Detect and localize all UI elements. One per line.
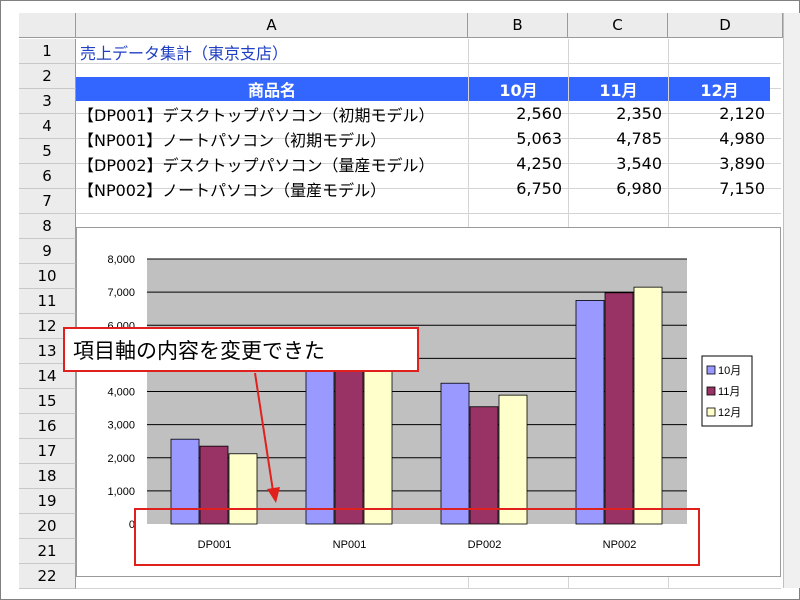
grid-row-line [76, 113, 781, 114]
row-header-7[interactable]: 7 [19, 189, 76, 214]
row-header-19[interactable]: 19 [19, 489, 76, 514]
product-name-cell[interactable]: 【DP001】デスクトップパソコン（初期モデル） [78, 105, 435, 125]
row-header-6[interactable]: 6 [19, 164, 76, 189]
y-tick-label: 4,000 [107, 387, 135, 399]
row-header-2[interactable]: 2 [19, 64, 76, 89]
value-cell[interactable]: 2,120 [719, 104, 765, 123]
product-name-cell[interactable]: 【NP001】ノートパソコン（初期モデル） [78, 130, 387, 150]
grid-row-line [76, 188, 781, 189]
y-tick-label: 2,000 [107, 453, 135, 465]
bar-NP001-11月 [334, 365, 364, 525]
y-tick-label: 7,000 [107, 287, 135, 299]
header-row-bg-b [469, 77, 568, 101]
value-cell[interactable]: 2,560 [516, 104, 562, 123]
row-header-22[interactable]: 22 [19, 564, 76, 589]
value-cell[interactable]: 6,750 [516, 179, 562, 198]
value-cell[interactable]: 5,063 [516, 129, 562, 148]
x-tick-label: DP002 [468, 539, 502, 551]
annotation-arrow-head [267, 487, 280, 503]
value-cell[interactable]: 2,350 [616, 104, 662, 123]
grid-row-line [76, 163, 781, 164]
legend-swatch [706, 386, 716, 396]
bar-NP002-12月 [633, 286, 663, 525]
row-header-4[interactable]: 4 [19, 114, 76, 139]
x-tick-label: NP002 [603, 539, 637, 551]
row-header-1[interactable]: 1 [19, 39, 76, 64]
bar-DP001-12月 [228, 453, 258, 525]
column-header-b[interactable]: B [468, 13, 568, 38]
row-header-3[interactable]: 3 [19, 89, 76, 114]
header-row-bg-a [76, 77, 468, 101]
row-header-17[interactable]: 17 [19, 439, 76, 464]
row-header-16[interactable]: 16 [19, 414, 76, 439]
row-header-10[interactable]: 10 [19, 264, 76, 289]
bar-DP001-11月 [199, 445, 229, 525]
bar-DP002-11月 [469, 406, 499, 525]
value-cell[interactable]: 7,150 [719, 179, 765, 198]
row-header-15[interactable]: 15 [19, 389, 76, 414]
grid-row-line [76, 213, 781, 214]
chart-canvas: 8,0007,0006,0005,0004,0003,0002,0001,000… [107, 254, 753, 551]
bar-DP002-10月 [440, 382, 470, 525]
header-oct[interactable]: 10月 [499, 81, 538, 100]
header-nov[interactable]: 11月 [599, 81, 638, 100]
row-header-11[interactable]: 11 [19, 289, 76, 314]
grid-row-line [76, 138, 781, 139]
column-header-c[interactable]: C [568, 13, 668, 38]
bar-NP002-11月 [604, 292, 634, 525]
row-header-9[interactable]: 9 [19, 239, 76, 264]
legend-label: 11月 [718, 386, 740, 398]
grid-row-line [76, 588, 781, 589]
header-row-bg-d [669, 77, 770, 101]
vertical-scrollbar[interactable] [783, 13, 800, 588]
x-tick-label: DP001 [198, 539, 232, 551]
legend-swatch [706, 365, 716, 375]
product-name-cell[interactable]: 【DP002】デスクトップパソコン（量産モデル） [78, 155, 435, 175]
bar-NP001-12月 [363, 358, 393, 525]
value-cell[interactable]: 3,540 [616, 154, 662, 173]
category-axis-highlight [134, 508, 700, 566]
y-tick-label: 3,000 [107, 420, 135, 432]
value-cell[interactable]: 4,980 [719, 129, 765, 148]
y-tick-label: 0 [129, 519, 135, 531]
row-header-8[interactable]: 8 [19, 214, 76, 239]
bar-NP002-10月 [575, 300, 605, 525]
grid-row-line [76, 63, 781, 64]
product-name-cell[interactable]: 【NP002】ノートパソコン（量産モデル） [78, 180, 387, 200]
x-tick-label: NP001 [333, 539, 367, 551]
column-header-d[interactable]: D [668, 13, 783, 38]
legend-swatch [706, 407, 716, 417]
value-cell[interactable]: 4,250 [516, 154, 562, 173]
legend-label: 12月 [718, 407, 741, 419]
value-cell[interactable]: 4,785 [616, 129, 662, 148]
header-row-bg-c [569, 77, 668, 101]
value-cell[interactable]: 3,890 [719, 154, 765, 173]
annotation-callout: 項目軸の内容を変更できた [63, 327, 419, 372]
column-header-a[interactable]: A [76, 13, 468, 38]
row-header-5[interactable]: 5 [19, 139, 76, 164]
select-all-corner[interactable] [19, 13, 76, 38]
y-tick-label: 8,000 [107, 254, 135, 266]
legend-label: 10月 [718, 365, 741, 377]
bar-NP001-10月 [305, 355, 335, 525]
header-dec[interactable]: 12月 [700, 81, 739, 100]
row-header-20[interactable]: 20 [19, 514, 76, 539]
row-header-21[interactable]: 21 [19, 539, 76, 564]
bar-DP002-12月 [498, 394, 528, 525]
row-header-18[interactable]: 18 [19, 464, 76, 489]
value-cell[interactable]: 6,980 [616, 179, 662, 198]
embedded-chart[interactable]: 8,0007,0006,0005,0004,0003,0002,0001,000… [76, 227, 781, 577]
header-product-name[interactable]: 商品名 [247, 81, 296, 100]
sheet-title[interactable]: 売上データ集計（東京支店） [80, 43, 289, 63]
annotation-arrow-line [254, 372, 274, 492]
y-tick-label: 1,000 [107, 486, 135, 498]
